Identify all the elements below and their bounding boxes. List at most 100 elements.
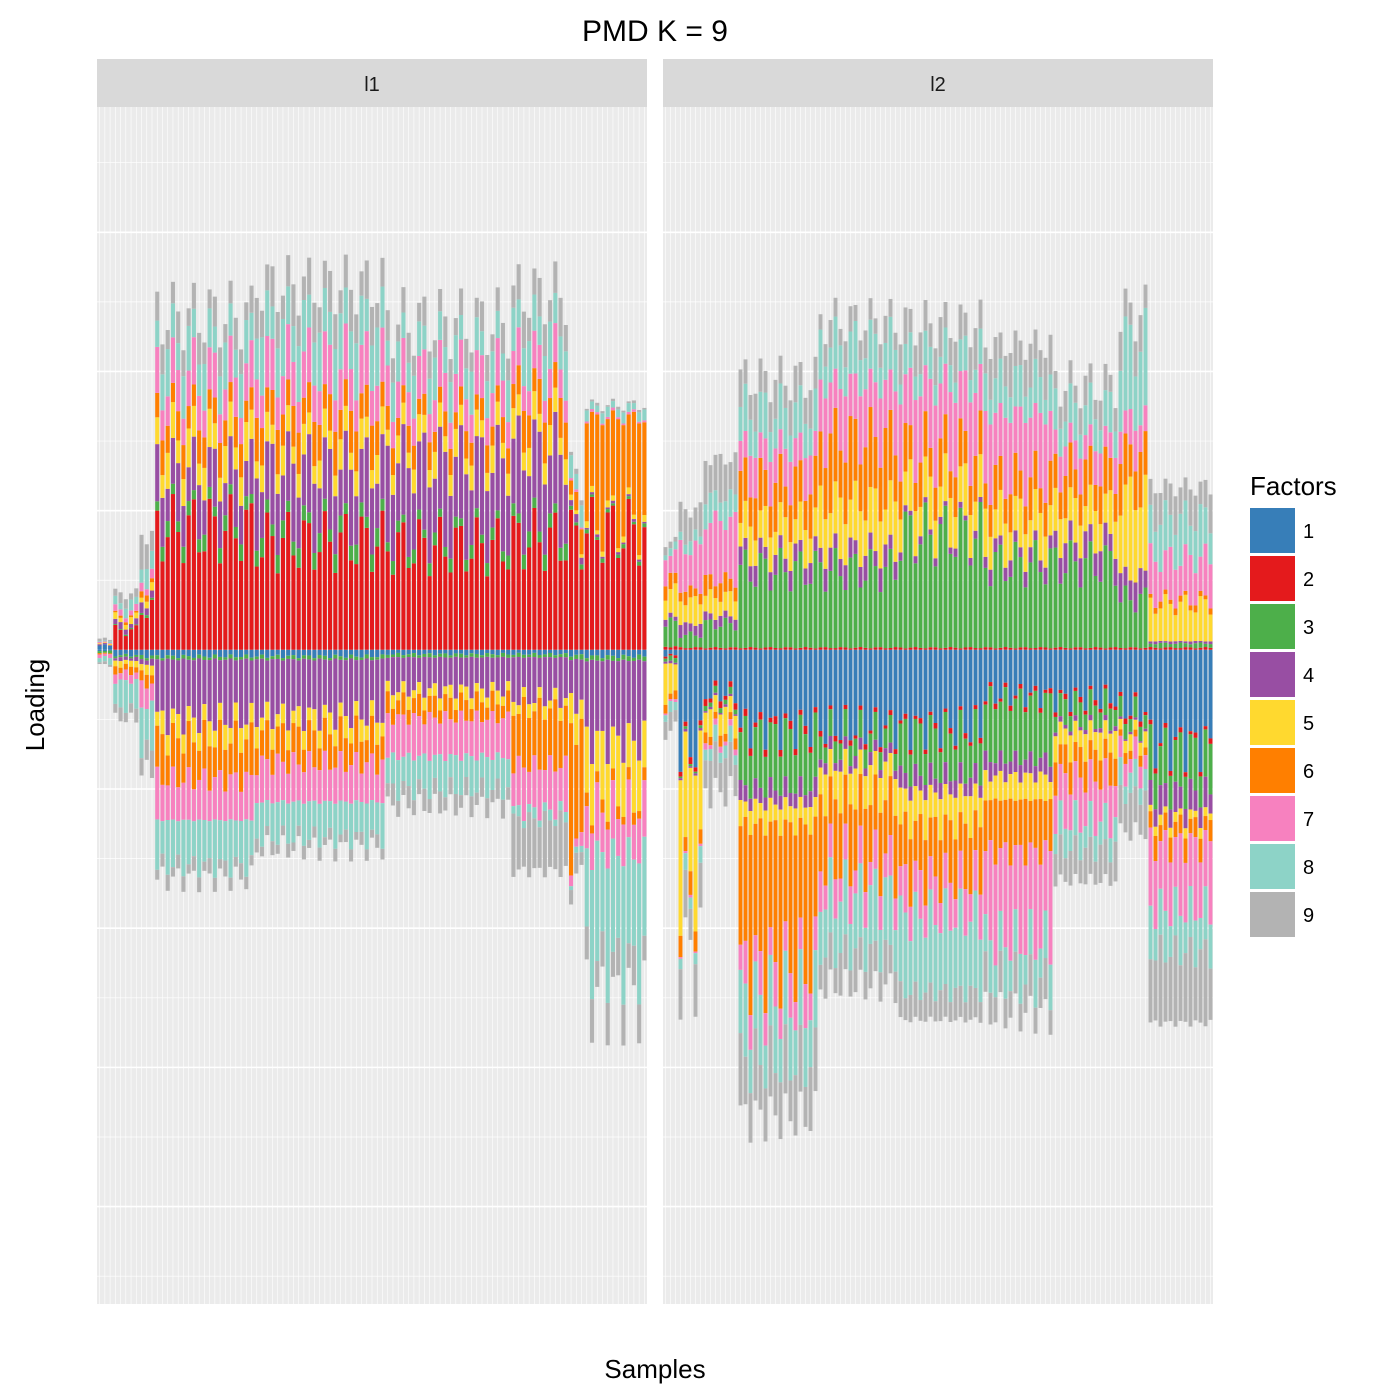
- bar-segment-factor-1: [616, 649, 621, 659]
- bar-segment-factor-2: [610, 505, 615, 650]
- bar-segment-factor-7: [753, 935, 758, 962]
- bar-segment-factor-4: [589, 659, 595, 765]
- bar-segment-factor-5: [1018, 782, 1023, 800]
- bar-segment-factor-3: [1003, 687, 1008, 764]
- bar-segment-factor-8: [708, 749, 713, 761]
- bar-segment-factor-4: [818, 547, 823, 563]
- bar-segment-factor-3: [1158, 746, 1163, 786]
- bar-segment-factor-9: [621, 410, 626, 413]
- bar-segment-factor-3: [270, 656, 275, 660]
- bar-segment-factor-6: [563, 422, 568, 460]
- bar-segment-factor-7: [798, 432, 803, 461]
- bar-segment-factor-8: [848, 331, 853, 374]
- bar-segment-factor-4: [542, 657, 547, 707]
- bar-segment-factor-8: [307, 801, 312, 840]
- bar-segment-factor-2: [521, 569, 526, 650]
- bar-segment-factor-9: [422, 296, 427, 326]
- bar-segment-factor-1: [963, 649, 968, 734]
- bar-segment-factor-8: [108, 641, 113, 644]
- bar-segment-factor-3: [1198, 642, 1203, 648]
- bar-segment-factor-8: [1018, 365, 1023, 407]
- bar-segment-factor-5: [708, 589, 713, 614]
- bar-segment-factor-3: [1083, 714, 1088, 731]
- bar-segment-factor-4: [1193, 790, 1198, 811]
- bar-segment-factor-4: [1103, 522, 1108, 546]
- bar-segment-factor-7: [808, 455, 813, 495]
- bar-segment-factor-7: [464, 399, 469, 432]
- bar-segment-factor-1: [474, 649, 479, 654]
- bar-segment-factor-9: [390, 358, 395, 383]
- bar-segment-factor-5: [1028, 773, 1033, 801]
- bar-segment-factor-5: [693, 775, 698, 932]
- bar-segment-factor-9: [275, 312, 280, 349]
- bar-segment-factor-9: [563, 325, 568, 352]
- bar-segment-factor-9: [108, 639, 113, 642]
- bar-segment-factor-4: [228, 436, 233, 485]
- bar-segment-factor-3: [495, 655, 500, 658]
- bar-segment-factor-4: [1148, 780, 1153, 805]
- bar-segment-factor-7: [296, 401, 301, 433]
- bar-segment-factor-7: [427, 711, 432, 761]
- bar-segment-factor-9: [1193, 967, 1198, 1021]
- bar-segment-factor-6: [973, 810, 978, 851]
- bar-segment-factor-4: [958, 762, 963, 784]
- bar-segment-factor-8: [202, 364, 207, 411]
- bar-segment-factor-6: [1048, 799, 1053, 852]
- bar-segment-factor-5: [244, 422, 249, 461]
- bar-segment-factor-4: [933, 558, 938, 567]
- bar-segment-factor-9: [1078, 860, 1083, 884]
- bar-segment-factor-7: [823, 398, 828, 469]
- bar-segment-factor-3: [254, 656, 259, 660]
- bar-segment-factor-8: [843, 859, 848, 935]
- bar-segment-factor-6: [411, 698, 416, 714]
- bar-segment-factor-9: [978, 1002, 983, 1023]
- bar-segment-factor-5: [858, 511, 863, 567]
- bar-segment-factor-8: [763, 392, 768, 439]
- bar-segment-factor-3: [579, 564, 584, 570]
- bar-segment-factor-2: [139, 614, 144, 650]
- bar-segment-factor-5: [788, 542, 793, 571]
- bar-segment-factor-1: [788, 649, 793, 721]
- bar-segment-factor-8: [738, 406, 743, 441]
- bar-segment-factor-3: [642, 656, 647, 662]
- bar-segment-factor-9: [474, 792, 479, 805]
- bar-segment-factor-6: [833, 799, 838, 880]
- bar-segment-factor-6: [693, 588, 698, 597]
- bar-segment-factor-8: [1183, 500, 1188, 545]
- bar-segment-factor-2: [563, 560, 568, 650]
- bar-segment-factor-2: [605, 512, 610, 650]
- bar-segment-factor-3: [963, 520, 968, 648]
- bar-segment-factor-6: [317, 424, 322, 461]
- bar-segment-factor-9: [833, 297, 838, 317]
- bar-segment-factor-3: [983, 704, 988, 751]
- bar-segment-factor-9: [703, 460, 708, 505]
- bar-segment-factor-6: [923, 411, 928, 457]
- bar-segment-factor-9: [1058, 834, 1063, 875]
- bar-segment-factor-3: [878, 592, 883, 648]
- bar-segment-factor-5: [868, 765, 873, 806]
- bar-segment-factor-8: [291, 801, 296, 843]
- bar-segment-factor-3: [181, 654, 186, 659]
- bar-segment-factor-5: [181, 479, 186, 507]
- bar-segment-factor-3: [191, 657, 196, 661]
- bar-segment-factor-5: [1043, 536, 1048, 568]
- bar-segment-factor-4: [139, 659, 144, 665]
- bar-segment-factor-6: [155, 725, 160, 767]
- bar-segment-factor-6: [1138, 755, 1143, 767]
- bar-segment-factor-8: [270, 306, 275, 339]
- bar-segment-factor-1: [390, 649, 395, 655]
- bar-segment-factor-4: [858, 566, 863, 588]
- bar-segment-factor-9: [813, 1027, 818, 1092]
- bar-segment-factor-5: [1098, 732, 1103, 761]
- bar-segment-factor-8: [97, 640, 102, 642]
- bar-segment-factor-4: [1083, 730, 1088, 735]
- bar-segment-factor-2: [474, 517, 479, 650]
- bar-segment-factor-2: [823, 647, 828, 650]
- bar-segment-factor-7: [317, 391, 322, 425]
- bar-segment-factor-2: [1053, 647, 1058, 650]
- bar-segment-factor-7: [574, 489, 579, 492]
- bar-segment-factor-7: [291, 361, 296, 406]
- bar-segment-factor-1: [798, 649, 803, 710]
- bar-segment-factor-9: [1178, 965, 1183, 1021]
- bar-segment-factor-4: [438, 426, 443, 509]
